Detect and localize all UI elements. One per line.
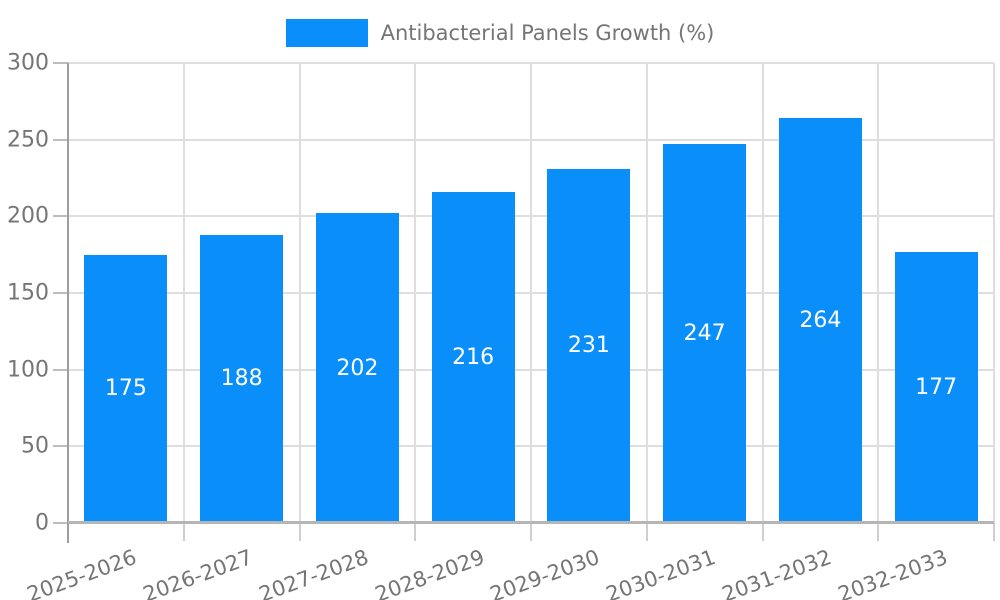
bar-2030-2031: 247 — [663, 144, 747, 523]
x-gridline — [298, 63, 301, 523]
y-tick-label: 0 — [35, 510, 49, 536]
bar-value-label: 247 — [683, 321, 726, 347]
bar-cell: 231 — [531, 63, 647, 523]
y-tick-mark — [53, 445, 68, 448]
x-tick-mark — [761, 523, 764, 541]
x-tick-mark — [182, 523, 185, 541]
x-tick-mark — [530, 523, 532, 541]
bar-value-label: 264 — [799, 308, 842, 334]
legend-label: Antibacterial Panels Growth (%) — [380, 21, 715, 45]
y-tick-mark — [53, 292, 68, 294]
bar-value-label: 231 — [567, 333, 610, 359]
y-tick-label: 150 — [7, 280, 49, 306]
bar-2027-2028: 202 — [315, 213, 399, 523]
y-axis-line — [67, 63, 69, 543]
x-tick-label: 2025-2026 — [24, 545, 141, 600]
y-tick-label: 300 — [7, 50, 49, 76]
x-gridline — [877, 63, 880, 523]
x-gridline — [414, 63, 417, 523]
y-tick-mark — [53, 368, 68, 371]
x-tick-mark — [298, 523, 301, 541]
bar-value-label: 202 — [336, 355, 379, 381]
y-tick-mark — [53, 522, 68, 524]
y-tick-label: 200 — [7, 203, 49, 229]
x-tick-label: 2029-2030 — [487, 545, 604, 600]
y-tick-label: 250 — [7, 127, 49, 153]
y-tick-label: 50 — [21, 433, 49, 459]
x-tick-mark — [645, 523, 648, 541]
x-gridline — [993, 63, 995, 523]
x-tick-label: 2026-2027 — [140, 545, 256, 600]
x-tick-mark — [877, 523, 880, 541]
plot-area: 0 50 100 150 200 250 300 175 188 202 216 231 247 264 1… — [7, 51, 995, 600]
legend-swatch — [285, 19, 368, 47]
x-tick-label: 2031-2032 — [718, 545, 835, 600]
bar-cell: 188 — [184, 63, 300, 523]
x-tick-label: 2030-2031 — [603, 545, 719, 600]
bar-cell: 175 — [68, 63, 184, 523]
bar-cell: 216 — [415, 63, 531, 523]
bar-2025-2026: 175 — [84, 254, 168, 523]
bar-cell: 264 — [763, 63, 879, 523]
y-tick-label: 100 — [7, 357, 49, 383]
legend: Antibacterial Panels Growth (%) — [0, 19, 1000, 47]
bar-2031-2032: 264 — [778, 118, 862, 523]
bar-2028-2029: 216 — [431, 191, 515, 523]
bar-cell: 202 — [300, 63, 416, 523]
x-gridline — [761, 63, 764, 523]
bar-cell: 177 — [878, 63, 994, 523]
bar-cell: 247 — [647, 63, 763, 523]
x-axis-line — [68, 521, 994, 524]
bar-cells: 175 188 202 216 231 247 264 177 — [68, 63, 994, 523]
bar-2029-2030: 231 — [547, 168, 631, 523]
x-gridline — [645, 63, 648, 523]
x-gridline — [182, 63, 185, 523]
y-tick-mark — [53, 138, 68, 141]
x-tick-mark — [993, 523, 995, 541]
bar-value-label: 177 — [915, 374, 958, 400]
y-tick-mark — [53, 215, 68, 218]
bar-2026-2027: 188 — [200, 234, 284, 523]
bar-value-label: 175 — [104, 376, 147, 402]
x-tick-mark — [414, 523, 417, 541]
bar-value-label: 188 — [220, 366, 263, 392]
x-tick-label: 2028-2029 — [371, 545, 488, 600]
x-tick-label: 2027-2028 — [255, 545, 372, 600]
bar-2032-2033: 177 — [894, 251, 978, 523]
y-tick-mark — [53, 62, 68, 64]
x-gridline — [530, 63, 532, 523]
bar-value-label: 216 — [452, 344, 495, 370]
x-tick-label: 2032-2033 — [834, 545, 951, 600]
